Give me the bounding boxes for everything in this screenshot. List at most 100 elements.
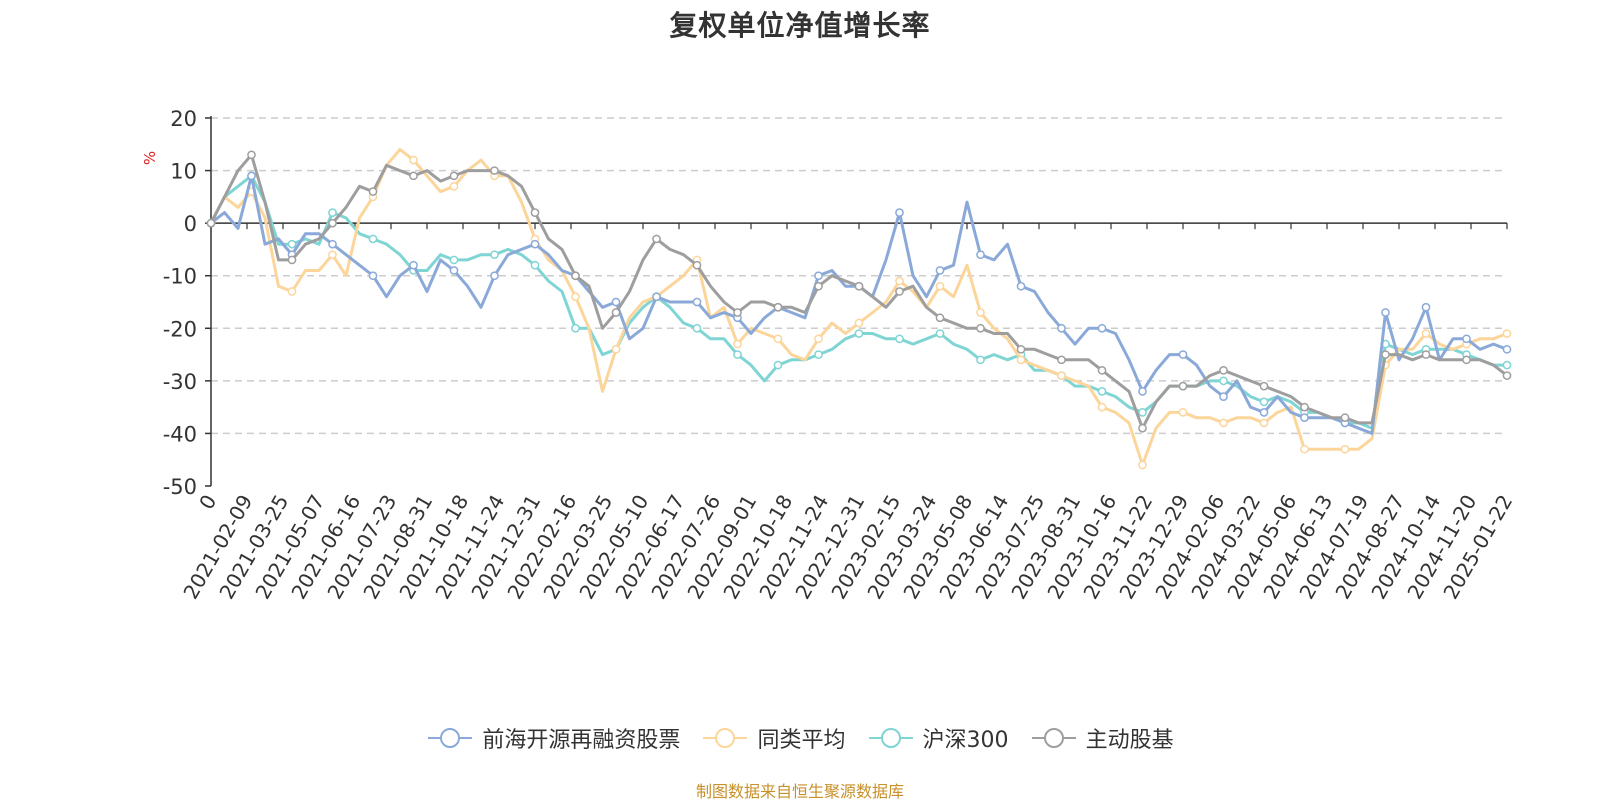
data-point-series-1 bbox=[368, 271, 378, 281]
data-point-series-2 bbox=[1219, 418, 1228, 428]
legend-symbol-series-3 bbox=[868, 728, 913, 748]
y-tick-label: 20 bbox=[170, 107, 197, 131]
data-point-series-2 bbox=[449, 181, 459, 191]
data-point-series-4 bbox=[854, 281, 864, 291]
data-point-series-2 bbox=[854, 318, 864, 328]
legend-item[interactable]: 同类平均 bbox=[701, 722, 845, 754]
data-point-series-4 bbox=[1421, 350, 1431, 359]
data-point-series-1 bbox=[1502, 344, 1512, 354]
data-point-series-2 bbox=[773, 334, 783, 344]
data-point-series-1 bbox=[814, 271, 823, 281]
data-point-series-1 bbox=[449, 266, 459, 275]
legend-symbol-series-2 bbox=[703, 728, 748, 748]
data-point-series-2 bbox=[1097, 402, 1107, 412]
data-point-series-2 bbox=[1259, 418, 1269, 428]
y-tick-label: 0 bbox=[184, 212, 197, 236]
data-point-series-4 bbox=[935, 313, 945, 323]
data-point-series-4 bbox=[1057, 355, 1066, 365]
data-point-series-3 bbox=[854, 329, 864, 338]
data-point-series-1 bbox=[1219, 392, 1228, 401]
data-point-series-2 bbox=[1178, 408, 1188, 417]
data-point-series-4 bbox=[530, 208, 540, 217]
data-point-series-2 bbox=[935, 281, 945, 291]
data-point-series-2 bbox=[611, 344, 621, 354]
legend-label: 前海开源再融资股票 bbox=[482, 728, 681, 753]
data-point-series-2 bbox=[1016, 355, 1026, 365]
legend-label: 同类平均 bbox=[757, 728, 846, 753]
data-point-series-4 bbox=[814, 281, 823, 291]
data-point-series-4 bbox=[1178, 381, 1188, 391]
data-point-series-3 bbox=[287, 239, 297, 249]
x-tick-label: 0 bbox=[194, 491, 221, 514]
data-point-series-3 bbox=[1502, 360, 1512, 370]
data-point-series-4 bbox=[1462, 355, 1471, 365]
data-point-series-4 bbox=[1381, 350, 1390, 359]
data-point-series-2 bbox=[571, 292, 580, 302]
legend-item[interactable]: 主动股基 bbox=[1030, 722, 1174, 754]
data-point-series-1 bbox=[1300, 413, 1309, 423]
data-point-series-3 bbox=[976, 355, 985, 365]
data-point-series-2 bbox=[1502, 329, 1512, 338]
data-point-series-3 bbox=[368, 234, 378, 244]
y-axis-label: % bbox=[141, 151, 159, 165]
data-point-series-4 bbox=[652, 234, 661, 244]
data-point-series-3 bbox=[895, 334, 904, 344]
series-line-4 bbox=[209, 153, 1508, 430]
data-point-series-1 bbox=[1097, 323, 1107, 333]
data-point-series-4 bbox=[287, 255, 297, 265]
data-point-series-3 bbox=[449, 255, 459, 265]
line-chart: 20100-10-20-30-40-50%02021-02-092021-03-… bbox=[141, 107, 1517, 603]
series-line-1 bbox=[210, 174, 1508, 435]
data-point-series-2 bbox=[1340, 444, 1350, 454]
y-tick-label: -40 bbox=[163, 422, 197, 446]
data-source-note: 制图数据来自恒生聚源数据库 bbox=[695, 782, 904, 801]
data-point-series-1 bbox=[692, 297, 702, 307]
data-point-series-4 bbox=[449, 171, 459, 181]
data-point-series-3 bbox=[814, 350, 823, 359]
data-point-series-3 bbox=[935, 329, 945, 338]
data-point-series-3 bbox=[1259, 397, 1269, 407]
y-tick-label: -50 bbox=[163, 475, 197, 499]
data-point-series-2 bbox=[409, 155, 418, 165]
data-point-series-2 bbox=[1138, 460, 1147, 470]
data-point-series-1 bbox=[1138, 387, 1147, 396]
data-point-series-3 bbox=[733, 350, 742, 359]
data-point-series-4 bbox=[1016, 344, 1026, 354]
data-point-series-1 bbox=[328, 239, 337, 249]
data-point-series-4 bbox=[1340, 413, 1350, 423]
data-point-series-4 bbox=[773, 302, 783, 312]
data-point-series-4 bbox=[490, 166, 499, 175]
data-point-series-4 bbox=[247, 150, 256, 160]
data-point-series-3 bbox=[773, 360, 783, 370]
y-tick-label: -30 bbox=[163, 370, 197, 394]
y-tick-label: 10 bbox=[170, 160, 197, 184]
data-point-series-1 bbox=[409, 260, 418, 270]
data-point-series-3 bbox=[490, 250, 499, 260]
data-point-series-2 bbox=[1300, 444, 1309, 454]
series-line-3 bbox=[209, 174, 1507, 430]
data-point-series-4 bbox=[206, 218, 216, 228]
data-point-series-1 bbox=[935, 266, 945, 275]
y-tick-label: -20 bbox=[163, 317, 197, 341]
legend-item[interactable]: 沪深300 bbox=[867, 722, 1009, 754]
data-point-series-2 bbox=[1421, 329, 1431, 338]
data-point-series-2 bbox=[328, 250, 337, 260]
data-point-series-1 bbox=[1421, 302, 1431, 312]
data-point-series-1 bbox=[1259, 408, 1269, 417]
data-point-series-1 bbox=[1178, 350, 1188, 359]
data-point-series-2 bbox=[287, 287, 297, 296]
data-point-series-2 bbox=[1057, 371, 1066, 380]
data-point-series-4 bbox=[1300, 402, 1309, 412]
data-point-series-1 bbox=[1462, 334, 1471, 344]
data-point-series-4 bbox=[1097, 365, 1107, 375]
data-point-series-2 bbox=[976, 308, 985, 317]
data-point-series-4 bbox=[328, 218, 337, 228]
legend-label: 沪深300 bbox=[922, 728, 1009, 753]
legend-symbol-series-1 bbox=[428, 728, 473, 748]
data-point-series-1 bbox=[1016, 281, 1026, 291]
data-point-series-4 bbox=[409, 171, 418, 181]
legend-item[interactable]: 前海开源再融资股票 bbox=[426, 722, 680, 754]
chart-title: 复权单位净值增长率 bbox=[669, 9, 931, 42]
data-point-series-4 bbox=[571, 271, 580, 281]
chart-legend: 前海开源再融资股票 同类平均 沪深300 主动股基 bbox=[0, 722, 1600, 754]
